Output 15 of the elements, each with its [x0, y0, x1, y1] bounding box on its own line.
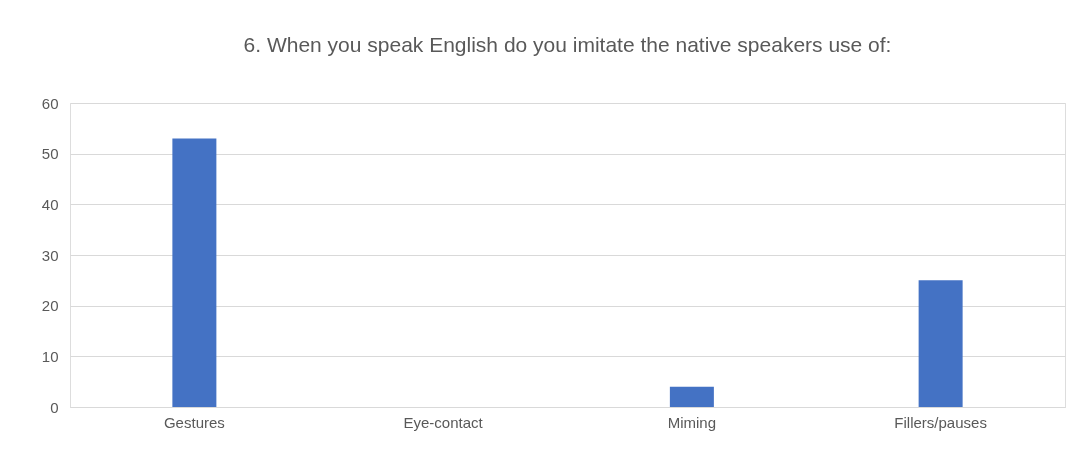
bar	[669, 386, 714, 407]
y-tick-label: 60	[41, 94, 59, 112]
bar	[918, 280, 963, 407]
y-tick-label: 20	[41, 297, 59, 315]
x-tick-label: Gestures	[163, 413, 225, 431]
y-tick-label: 30	[41, 246, 59, 264]
y-tick-label: 10	[41, 347, 59, 365]
x-tick-label: Fillers/pauses	[894, 413, 987, 431]
y-tick-label: 50	[41, 145, 59, 163]
bar	[172, 138, 217, 407]
x-tick-label: Miming	[667, 413, 717, 431]
x-tick-label: Eye-contact	[403, 413, 484, 431]
y-tick-label: 0	[50, 398, 59, 416]
y-tick-label: 40	[41, 195, 59, 213]
chart-title: 6. When you speak English do you imitate the native speakers use of:	[243, 33, 892, 56]
